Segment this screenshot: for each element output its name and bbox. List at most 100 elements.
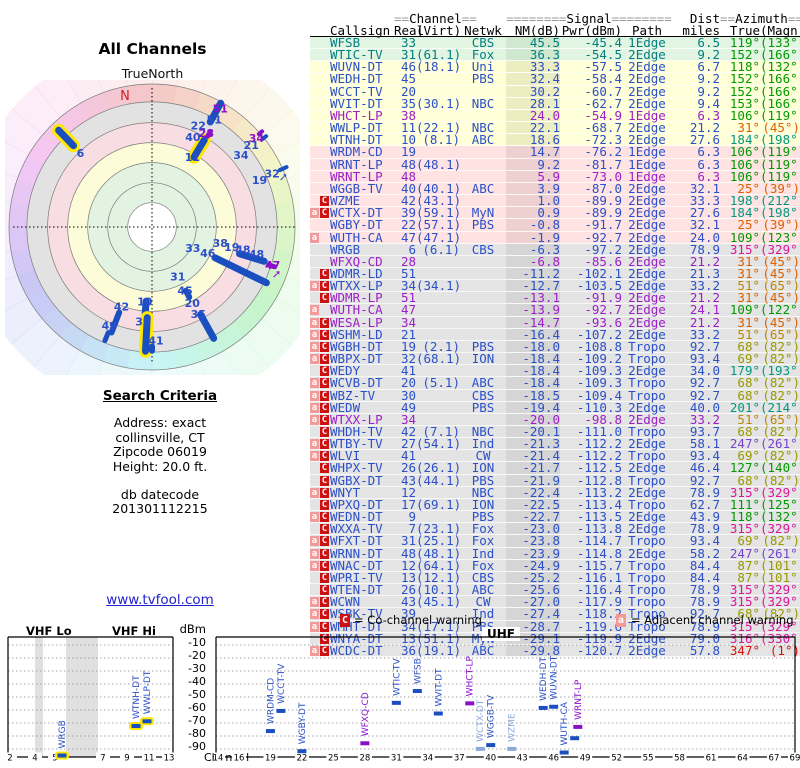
channel-tick: 49 xyxy=(580,754,591,764)
station-row: a C WFXT-DT 31 (25.1) Fox -23.8 -114.7 Tropo 93.4… xyxy=(310,533,800,549)
radar-channel-label: 48 xyxy=(235,244,250,257)
co-channel-warning-icon: C xyxy=(320,585,329,596)
callsign-cell: WCTX-DT xyxy=(330,205,383,221)
network-cell: Fox xyxy=(471,521,495,537)
co-channel-warning-icon: C xyxy=(320,402,329,413)
magnetic-azimuth-cell: (45°) xyxy=(762,265,800,281)
noise-margin-cell: 32.4 xyxy=(506,73,560,85)
magnetic-azimuth-cell: (82°) xyxy=(762,606,800,622)
network-cell: NBC xyxy=(471,424,495,439)
magnetic-azimuth-cell: (101°) xyxy=(760,569,800,585)
path-cell: 1Edge xyxy=(628,35,666,50)
tvfool-link[interactable]: www.tvfool.com xyxy=(106,592,214,608)
dbm-axis-title: dBm xyxy=(179,622,206,636)
virtual-channel-cell: (40.1) xyxy=(416,180,462,196)
uhf-signal-plot: 14 16 19 22 25 28 31 34 37 40 43 46 49 52 55 58 61 64 67 69… xyxy=(211,632,800,768)
distance-cell: 33.2 xyxy=(689,278,720,294)
co-channel-warning-icon: C xyxy=(320,499,329,510)
co-channel-warning-icon: C xyxy=(320,560,329,571)
co-channel-warning-icon: C xyxy=(320,196,329,207)
distance-cell: 9.2 xyxy=(697,71,720,87)
callsign-cell: WPXQ-DT xyxy=(330,496,383,512)
co-channel-warning-icon: C xyxy=(320,293,329,304)
power-cell: -45.4 xyxy=(584,35,622,50)
channel-tick: 7 xyxy=(100,754,105,764)
radar-channel-label: 51 xyxy=(213,103,228,116)
radar-channel-label: 21 xyxy=(244,139,259,152)
real-channel-cell: 31 xyxy=(400,47,416,63)
magnetic-azimuth-cell: (82°) xyxy=(762,472,800,488)
noise-margin-cell: -1.9 xyxy=(506,231,560,243)
network-cell: ABC xyxy=(471,642,495,658)
co-channel-warning-icon: C xyxy=(320,572,329,583)
network-cell: Ind xyxy=(471,545,495,561)
channel-tick: 11 xyxy=(144,754,155,764)
distance-cell: 6.3 xyxy=(697,107,720,123)
power-cell: -113.4 xyxy=(576,496,622,512)
power-cell: -87.0 xyxy=(584,180,622,196)
true-azimuth-cell: 315° xyxy=(729,618,760,634)
magnetic-azimuth-cell: (101°) xyxy=(760,557,800,573)
distance-cell: 33.2 xyxy=(689,411,720,427)
power-cell: -85.6 xyxy=(584,253,622,269)
power-cell: -109.4 xyxy=(576,387,622,403)
noise-margin-cell: -27.0 xyxy=(506,595,560,608)
true-azimuth-cell: 87° xyxy=(737,557,760,573)
power-cell: -81.7 xyxy=(584,156,622,172)
noise-margin-cell: -13.1 xyxy=(506,291,560,304)
col-pwr: Pwr(dBm) xyxy=(561,22,622,38)
real-channel-cell: 40 xyxy=(400,180,416,196)
virtual-channel-cell: (45.1) xyxy=(416,594,462,610)
station-row: WGBY-DT 22 (57.1) PBS -0.8 -91.7 2Edge 32.1 25°(… xyxy=(310,219,800,232)
noise-margin-cell: -22.4 xyxy=(506,486,560,499)
radar-channel-label: 34 xyxy=(249,132,265,145)
true-azimuth-cell: 109° xyxy=(729,302,760,318)
co-channel-warning-icon: C xyxy=(320,317,329,328)
warning-markers xyxy=(310,98,330,109)
real-channel-cell: 21 xyxy=(400,326,416,342)
noise-margin-cell: 22.1 xyxy=(506,121,560,134)
network-cell: Uni xyxy=(471,59,495,75)
station-row: WEDH-DT 45 PBS 32.4 -58.4 2Edge 9.2 152°(166°) xyxy=(310,71,800,87)
channel-tick: 58 xyxy=(674,754,685,764)
power-cell: -109.2 xyxy=(576,351,622,367)
virtual-channel-cell: (69.1) xyxy=(416,496,462,512)
radar-channel-label: 33 xyxy=(185,242,200,255)
distance-cell: 24.0 xyxy=(689,229,720,245)
magnetic-azimuth-cell: (82°) xyxy=(762,533,800,549)
callsign-cell: WUTH-CA xyxy=(330,302,383,318)
co-channel-warning-icon: C xyxy=(320,463,329,474)
distance-cell: 79.0 xyxy=(689,630,720,646)
station-row: C WPXQ-DT 17 (69.1) ION -22.5 -113.4 Tropo 62.7 1… xyxy=(310,496,800,512)
station-point-label: WEDH-DT xyxy=(539,656,549,700)
channel-tick: 16 xyxy=(234,754,245,764)
true-azimuth-cell: 201° xyxy=(729,399,760,415)
station-row: C WDMR-LD 51 -11.2 -102.1 2Edge 21.3 31° (45°) xyxy=(310,265,800,281)
adjacent-channel-warning-icon: a xyxy=(615,613,626,627)
callsign-cell: WRNT-LP xyxy=(330,156,383,172)
adjacent-channel-warning-icon: a xyxy=(310,232,319,243)
radar-channel-label: ➚ xyxy=(279,171,288,184)
true-azimuth-cell: 315° xyxy=(729,594,760,610)
distance-cell: 92.7 xyxy=(689,375,720,391)
network-cell xyxy=(460,159,506,170)
station-row: a C WSHM-LD 21 -16.4 -107.2 2Edge 33.2 51° (65°) xyxy=(310,326,800,342)
real-channel-cell: 13 xyxy=(400,630,416,646)
adjacent-channel-warning-icon: a xyxy=(310,402,319,413)
magnetic-azimuth-cell: (166°) xyxy=(760,71,800,87)
station-row: a C WBZ-TV 30 CBS -18.5 -109.4 Tropo 92.7 68° (82°… xyxy=(310,387,800,403)
distance-cell: 46.4 xyxy=(689,460,720,476)
radar-channel-label: 19 xyxy=(224,241,239,254)
real-channel-cell: 33 xyxy=(400,35,416,50)
true-azimuth-cell: 69° xyxy=(737,351,760,367)
distance-cell: 21.3 xyxy=(689,265,720,281)
station-row: C WHPX-TV 26 (26.1) ION -21.7 -112.5 2Edge 46.4 1… xyxy=(310,460,800,476)
station-row: a C WTXX-LP 34 -20.0 -98.8 2Edge 33.2 51° (65°) xyxy=(310,411,800,427)
channel-tick: 61 xyxy=(706,754,717,764)
power-cell: -89.9 xyxy=(584,205,622,221)
station-row: a C WMHT-DT 34 (17.1) PBS -28.7 -119.6 Tropo 78.9… xyxy=(310,618,800,634)
distance-cell: 24.1 xyxy=(689,302,720,318)
co-channel-warning-icon: C xyxy=(320,414,329,425)
